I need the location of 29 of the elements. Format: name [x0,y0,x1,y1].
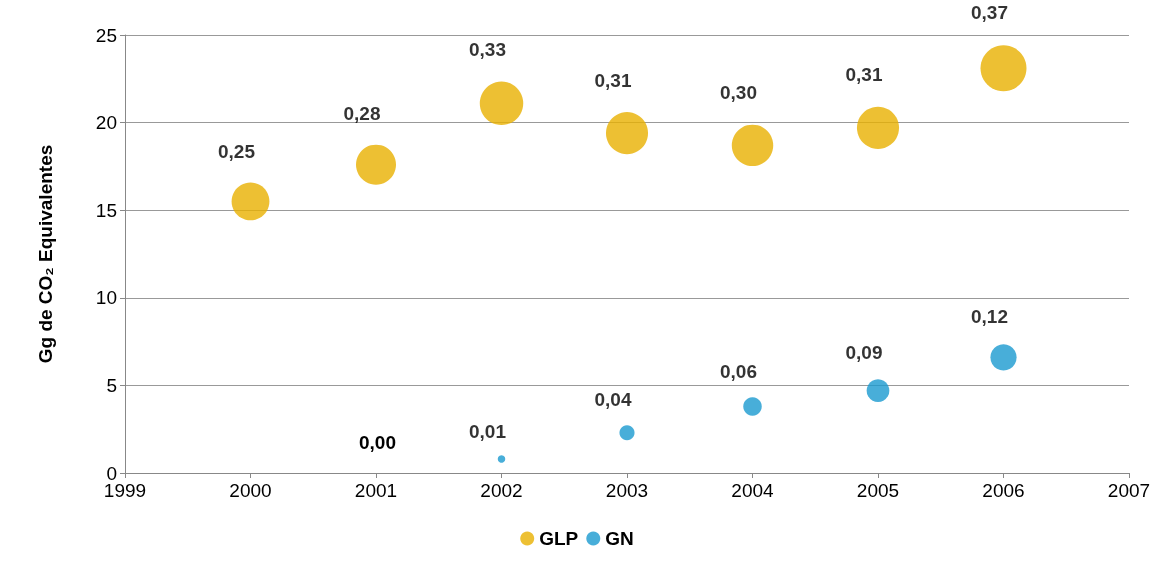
data-label: 0,37 [971,1,1008,23]
x-tick-label: 2004 [731,480,775,501]
y-tick-label: 10 [95,287,117,309]
x-tick-label: 2002 [480,480,523,501]
x-tick-label: 2000 [229,480,272,501]
data-label: 0,09 [845,341,883,363]
y-tick-label: 20 [95,112,117,134]
x-tick-label: 2001 [354,480,398,501]
data-label: 0,06 [720,360,757,382]
x-tick-label: 2006 [982,480,1025,501]
data-label: 0,28 [343,102,381,124]
legend-label: GLP [539,528,579,549]
data-label: 0,31 [594,69,632,91]
y-tick-label: 5 [106,374,117,396]
data-label: 0,12 [971,305,1008,327]
y-axis-title: Gg de CO₂ Equivalentes [35,144,56,364]
data-label: 0,31 [845,64,883,86]
data-label: 0,33 [469,38,506,60]
x-tick-label: 2005 [856,480,900,501]
y-tick-label: 15 [95,199,117,221]
x-tick-label: 2007 [1107,480,1151,501]
y-tick-label: 25 [95,24,117,46]
annotation: 0,00 [359,432,396,453]
data-label: 0,01 [469,421,507,443]
data-label: 0,30 [720,82,757,104]
x-tick-label: 2003 [605,480,649,501]
data-label: 0,04 [594,389,632,411]
data-label: 0,25 [218,141,256,163]
legend-label: GN [605,528,634,549]
